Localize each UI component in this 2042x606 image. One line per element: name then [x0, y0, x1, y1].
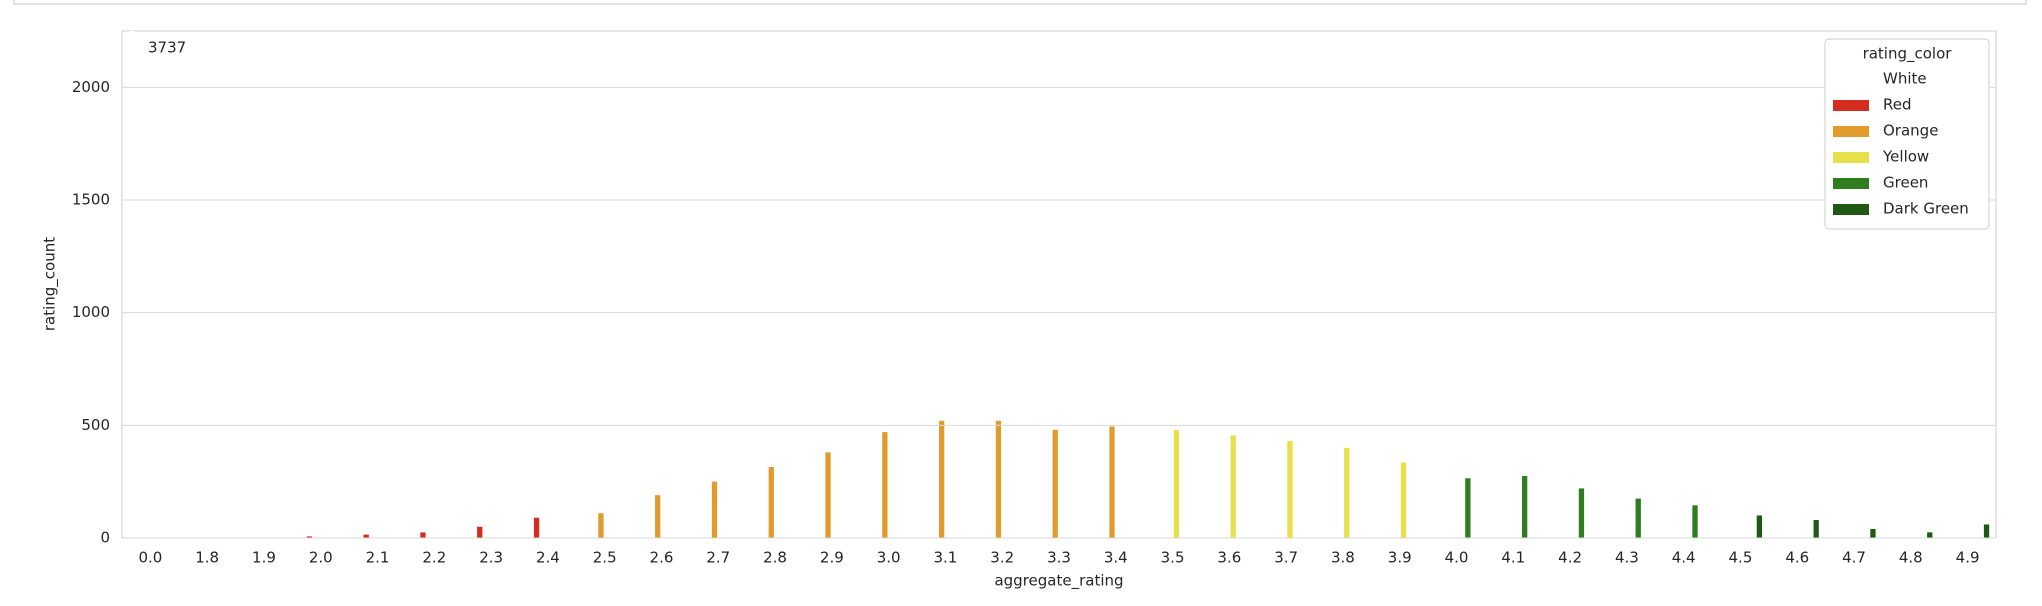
bar	[1635, 498, 1641, 538]
x-tick-label: 2.8	[763, 549, 787, 567]
x-tick-label: 2.3	[479, 549, 503, 567]
plot-area	[121, 30, 1997, 539]
bar	[1173, 429, 1180, 538]
x-tick-label: 1.9	[252, 549, 276, 567]
x-tick-label: 3.7	[1274, 549, 1298, 567]
bar	[598, 513, 604, 538]
legend-label: Yellow	[1882, 148, 1929, 166]
legend-swatch	[1833, 178, 1869, 189]
x-tick-label: 3.1	[933, 549, 957, 567]
bar	[711, 481, 718, 538]
bar	[1344, 447, 1350, 538]
y-tick-label: 1500	[72, 191, 110, 209]
x-tick-label: 4.1	[1501, 549, 1525, 567]
x-tick-label: 4.8	[1899, 549, 1923, 567]
bar	[1813, 519, 1819, 538]
x-tick-label: 2.2	[422, 549, 446, 567]
bar	[825, 452, 831, 538]
x-tick-label: 4.9	[1956, 549, 1980, 567]
bar	[1522, 476, 1528, 538]
bar	[1400, 462, 1407, 538]
x-tick-label: 2.4	[536, 549, 560, 567]
x-tick-label: 2.7	[706, 549, 730, 567]
bar	[1578, 488, 1585, 538]
x-tick-label: 4.0	[1445, 549, 1469, 567]
bar	[1230, 435, 1236, 538]
bar	[1692, 505, 1698, 538]
y-tick-label: 0	[100, 529, 110, 547]
x-tick-label: 4.4	[1672, 549, 1696, 567]
x-tick-label: 0.0	[138, 549, 162, 567]
x-tick-label: 4.7	[1842, 549, 1866, 567]
bar	[1465, 478, 1471, 538]
bars	[128, 31, 1990, 538]
bar	[420, 532, 426, 538]
x-axis-label: aggregate_rating	[994, 572, 1123, 591]
x-tick-label: 2.5	[593, 549, 617, 567]
x-tick-label: 4.5	[1729, 549, 1753, 567]
bar	[1287, 441, 1293, 538]
bar	[533, 517, 540, 538]
x-tick-label: 3.8	[1331, 549, 1355, 567]
x-tick-label: 2.6	[650, 549, 674, 567]
bar	[938, 420, 945, 538]
bar	[477, 526, 483, 538]
x-tick-label: 2.1	[366, 549, 390, 567]
x-tick-label: 2.9	[820, 549, 844, 567]
bar	[1983, 524, 1990, 538]
x-tick-label: 4.6	[1785, 549, 1809, 567]
y-tick-label: 2000	[72, 78, 110, 96]
x-tick-label: 3.0	[877, 549, 901, 567]
legend-swatch	[1833, 152, 1869, 163]
bar	[882, 432, 888, 538]
legend-label: Green	[1883, 174, 1928, 192]
bar	[128, 31, 135, 538]
bar	[363, 534, 369, 538]
x-tick-label: 3.5	[1161, 549, 1185, 567]
legend-swatch	[1833, 126, 1869, 137]
bar	[1756, 515, 1763, 538]
y-axis-label: rating_count	[41, 237, 60, 331]
bar	[306, 536, 313, 538]
bar	[655, 495, 661, 538]
x-tick-label: 2.0	[309, 549, 333, 567]
legend-label: White	[1883, 70, 1927, 88]
bar	[995, 420, 1002, 538]
bar	[1052, 429, 1058, 538]
legend-swatch	[1833, 74, 1869, 85]
x-tick-label: 4.2	[1558, 549, 1582, 567]
legend-swatch	[1833, 204, 1869, 215]
legend-title: rating_color	[1863, 45, 1953, 64]
bar	[1927, 532, 1933, 538]
x-tick-label: 3.3	[1047, 549, 1071, 567]
cell-border	[13, 0, 2027, 5]
y-tick-label: 1000	[72, 303, 110, 321]
legend-swatch	[1833, 100, 1869, 111]
bar	[1109, 426, 1115, 538]
x-tick-label: 4.3	[1615, 549, 1639, 567]
x-tick-label: 3.4	[1104, 549, 1128, 567]
x-tick-label: 3.9	[1388, 549, 1412, 567]
bar	[768, 467, 774, 538]
value-label: 3737	[148, 39, 186, 57]
x-tick-label: 1.8	[195, 549, 219, 567]
legend-label: Dark Green	[1883, 200, 1969, 218]
legend-label: Orange	[1883, 122, 1938, 140]
legend-label: Red	[1883, 96, 1912, 114]
bar	[1870, 528, 1876, 538]
x-tick-label: 3.6	[1217, 549, 1241, 567]
y-tick-label: 500	[81, 416, 110, 434]
x-tick-label: 3.2	[990, 549, 1014, 567]
